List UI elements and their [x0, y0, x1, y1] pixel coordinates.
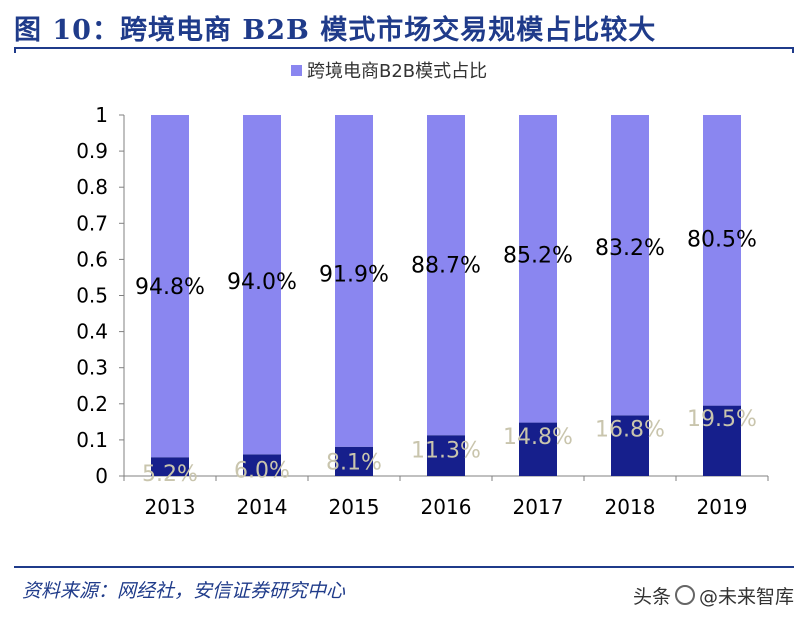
- data-label-b2b: 94.0%: [227, 270, 297, 295]
- data-label-b2b: 85.2%: [503, 243, 573, 268]
- watermark-name: @未来智库: [699, 586, 794, 608]
- y-tick-label: 0.1: [76, 428, 108, 452]
- x-tick-label: 2013: [145, 495, 196, 519]
- data-label-b2b: 91.9%: [319, 263, 389, 288]
- x-tick-label: 2017: [513, 495, 564, 519]
- legend-swatch: [291, 65, 302, 76]
- data-label-other: 19.5%: [687, 407, 757, 432]
- y-tick-label: 0.6: [76, 247, 108, 271]
- bar-b2b-2017: [519, 115, 557, 423]
- bar-b2b-2018: [611, 115, 649, 415]
- footer-rule: [14, 566, 794, 568]
- y-tick-label: 0.3: [76, 356, 108, 380]
- y-tick-label: 0.7: [76, 211, 108, 235]
- data-label-other: 5.2%: [142, 462, 198, 487]
- legend: 跨境电商B2B模式占比: [291, 61, 487, 82]
- y-tick-label: 0.5: [76, 284, 108, 308]
- y-tick-label: 1: [95, 103, 108, 127]
- x-tick-label: 2016: [421, 495, 472, 519]
- y-tick-label: 0.2: [76, 392, 108, 416]
- data-label-other: 6.0%: [234, 459, 290, 484]
- x-tick-label: 2019: [697, 495, 748, 519]
- data-label-b2b: 80.5%: [687, 228, 757, 253]
- watermark: 头条 @未来智库: [633, 582, 794, 609]
- data-label-other: 14.8%: [503, 425, 573, 450]
- data-label-b2b: 83.2%: [595, 236, 665, 261]
- bar-b2b-2019: [703, 115, 741, 406]
- y-tick-label: 0.9: [76, 139, 108, 163]
- x-tick-label: 2014: [237, 495, 288, 519]
- source-note: 资料来源：网经社，安信证券研究中心: [22, 576, 345, 603]
- data-label-other: 16.8%: [595, 417, 665, 442]
- data-label-b2b: 94.8%: [135, 275, 205, 300]
- x-tick-label: 2015: [329, 495, 380, 519]
- watermark-logo-icon: [675, 585, 695, 605]
- legend-label: 跨境电商B2B模式占比: [307, 61, 487, 82]
- data-label-other: 8.1%: [326, 451, 382, 476]
- x-tick-label: 2018: [605, 495, 656, 519]
- y-tick-label: 0.4: [76, 320, 108, 344]
- data-label-b2b: 88.7%: [411, 253, 481, 278]
- data-label-other: 11.3%: [411, 438, 481, 463]
- y-tick-label: 0.8: [76, 175, 108, 199]
- y-tick-label: 0: [95, 464, 108, 488]
- watermark-prefix: 头条: [633, 586, 671, 608]
